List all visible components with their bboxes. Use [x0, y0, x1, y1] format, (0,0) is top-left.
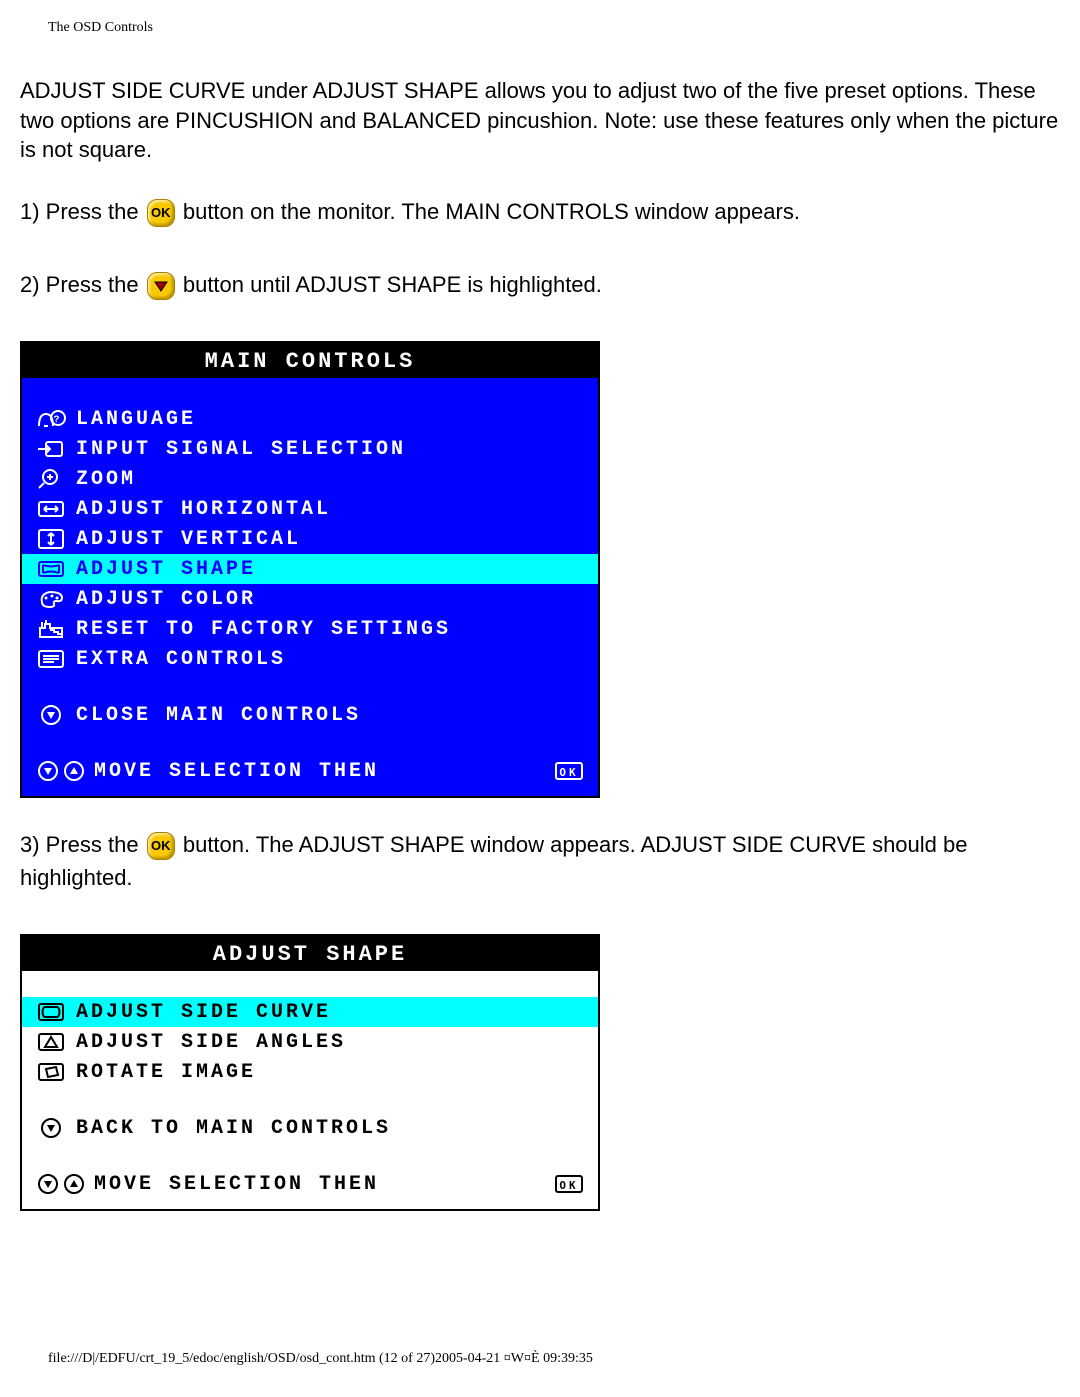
footer-label: MOVE SELECTION THEN: [94, 760, 540, 783]
step-2-post: button until ADJUST SHAPE is highlighted…: [183, 272, 602, 297]
main-controls-footer: MOVE SELECTION THEN OK: [22, 756, 598, 786]
adjust-vertical-icon: [36, 528, 76, 550]
input-signal-icon: [36, 438, 76, 460]
step-3-pre: 3) Press the: [20, 832, 145, 857]
step-2-pre: 2) Press the: [20, 272, 145, 297]
step-3: 3) Press the OK button. The ADJUST SHAPE…: [20, 828, 1060, 894]
step-1: 1) Press the OK button on the monitor. T…: [20, 195, 1060, 228]
ok-box-icon: OK: [554, 760, 584, 782]
side-curve-icon: [36, 1001, 76, 1023]
page-footer: file:///D|/EDFU/crt_19_5/edoc/english/OS…: [48, 1351, 1060, 1367]
menu-label: ADJUST SHAPE: [76, 558, 584, 581]
step-1-post: button on the monitor. The MAIN CONTROLS…: [183, 199, 800, 224]
adjust-shape-title: ADJUST SHAPE: [22, 936, 598, 971]
menu-item-adjust-color[interactable]: ADJUST COLOR: [22, 584, 598, 614]
ok-button-icon: OK: [147, 199, 175, 227]
menu-label: EXTRA CONTROLS: [76, 648, 584, 671]
ok-box-icon: OK: [554, 1173, 584, 1195]
close-label: CLOSE MAIN CONTROLS: [76, 704, 584, 727]
menu-label: ADJUST VERTICAL: [76, 528, 584, 551]
page-header: The OSD Controls: [48, 20, 1060, 36]
adjust-shape-footer: MOVE SELECTION THEN OK: [22, 1169, 598, 1199]
extra-controls-icon: [36, 648, 76, 670]
menu-item-extra-controls[interactable]: EXTRA CONTROLS: [22, 644, 598, 674]
menu-item-zoom[interactable]: ZOOM: [22, 464, 598, 494]
menu-item-back[interactable]: BACK TO MAIN CONTROLS: [22, 1113, 598, 1143]
main-controls-panel: MAIN CONTROLS ? LANGUAGE INPUT SIGNAL SE…: [20, 341, 600, 798]
back-label: BACK TO MAIN CONTROLS: [76, 1117, 584, 1140]
menu-label: RESET TO FACTORY SETTINGS: [76, 618, 584, 641]
menu-label: ADJUST SIDE CURVE: [76, 1001, 584, 1024]
menu-item-side-angles[interactable]: ADJUST SIDE ANGLES: [22, 1027, 598, 1057]
svg-text:OK: OK: [559, 766, 578, 779]
menu-item-side-curve[interactable]: ADJUST SIDE CURVE: [22, 997, 598, 1027]
menu-item-reset-factory[interactable]: RESET TO FACTORY SETTINGS: [22, 614, 598, 644]
intro-paragraph: ADJUST SIDE CURVE under ADJUST SHAPE all…: [20, 76, 1060, 165]
main-controls-title: MAIN CONTROLS: [22, 343, 598, 378]
menu-label: INPUT SIGNAL SELECTION: [76, 438, 584, 461]
svg-text:OK: OK: [559, 1179, 578, 1192]
menu-label: LANGUAGE: [76, 408, 584, 431]
language-icon: ?: [36, 408, 76, 430]
down-arrow-button-icon: [147, 272, 175, 300]
adjust-horizontal-icon: [36, 498, 76, 520]
footer-label: MOVE SELECTION THEN: [94, 1173, 540, 1196]
menu-item-adjust-horizontal[interactable]: ADJUST HORIZONTAL: [22, 494, 598, 524]
menu-item-input-signal[interactable]: INPUT SIGNAL SELECTION: [22, 434, 598, 464]
svg-text:?: ?: [53, 415, 62, 426]
factory-reset-icon: [36, 618, 76, 640]
menu-item-rotate-image[interactable]: ROTATE IMAGE: [22, 1057, 598, 1087]
down-circle-icon: [36, 704, 76, 726]
menu-item-language[interactable]: ? LANGUAGE: [22, 404, 598, 434]
rotate-icon: [36, 1061, 76, 1083]
down-circle-icon: [36, 1117, 76, 1139]
menu-label: ZOOM: [76, 468, 584, 491]
adjust-color-icon: [36, 588, 76, 610]
menu-item-close-main[interactable]: CLOSE MAIN CONTROLS: [22, 700, 598, 730]
up-down-circles-icon: [36, 1173, 94, 1195]
adjust-shape-panel: ADJUST SHAPE ADJUST SIDE CURVE ADJUST SI…: [20, 934, 600, 1211]
menu-label: ADJUST SIDE ANGLES: [76, 1031, 584, 1054]
menu-label: ROTATE IMAGE: [76, 1061, 584, 1084]
step-2: 2) Press the button until ADJUST SHAPE i…: [20, 268, 1060, 301]
up-down-circles-icon: [36, 760, 94, 782]
ok-button-icon: OK: [147, 832, 175, 860]
adjust-shape-icon: [36, 558, 76, 580]
main-controls-body: ? LANGUAGE INPUT SIGNAL SELECTION ZOOM A…: [22, 378, 598, 796]
menu-label: ADJUST HORIZONTAL: [76, 498, 584, 521]
zoom-icon: [36, 468, 76, 490]
step-1-pre: 1) Press the: [20, 199, 145, 224]
side-angles-icon: [36, 1031, 76, 1053]
menu-item-adjust-shape[interactable]: ADJUST SHAPE: [22, 554, 598, 584]
adjust-shape-body: ADJUST SIDE CURVE ADJUST SIDE ANGLES ROT…: [22, 971, 598, 1209]
menu-label: ADJUST COLOR: [76, 588, 584, 611]
menu-item-adjust-vertical[interactable]: ADJUST VERTICAL: [22, 524, 598, 554]
